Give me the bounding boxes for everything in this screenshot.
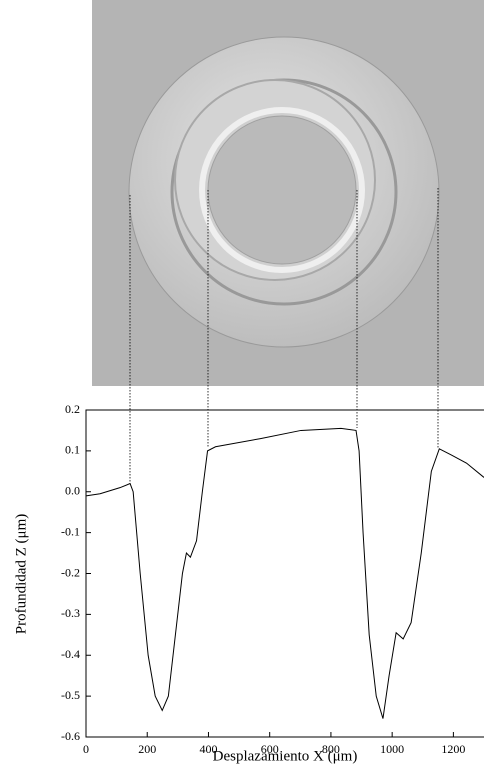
x-tick-label: 800 xyxy=(322,742,340,756)
x-tick-label: 400 xyxy=(199,742,217,756)
x-axis-label: Desplazamiento X (μm) xyxy=(213,748,358,764)
axis-frame xyxy=(85,409,484,738)
y-tick-label: -0.5 xyxy=(61,688,80,702)
y-tick-label: -0.3 xyxy=(61,606,80,620)
y-axis-label: Profundidad Z (μm) xyxy=(13,514,29,635)
y-tick-label: -0.4 xyxy=(61,647,80,661)
x-tick-label: 200 xyxy=(138,742,156,756)
x-tick-label: 1000 xyxy=(380,742,404,756)
y-tick-label: 0.2 xyxy=(65,402,80,416)
x-tick-label: 1200 xyxy=(441,742,465,756)
y-tick-label: 0.1 xyxy=(65,443,80,457)
profile-line xyxy=(85,427,484,719)
y-tick-label: 0.0 xyxy=(65,484,80,498)
x-tick-label: 600 xyxy=(261,742,279,756)
micrograph xyxy=(92,0,484,386)
y-tick-label: -0.2 xyxy=(61,565,80,579)
guide-lines xyxy=(129,188,439,484)
x-tick-label: 0 xyxy=(83,742,89,756)
y-tick-label: -0.6 xyxy=(61,729,80,743)
y-tick-label: -0.1 xyxy=(61,524,80,538)
